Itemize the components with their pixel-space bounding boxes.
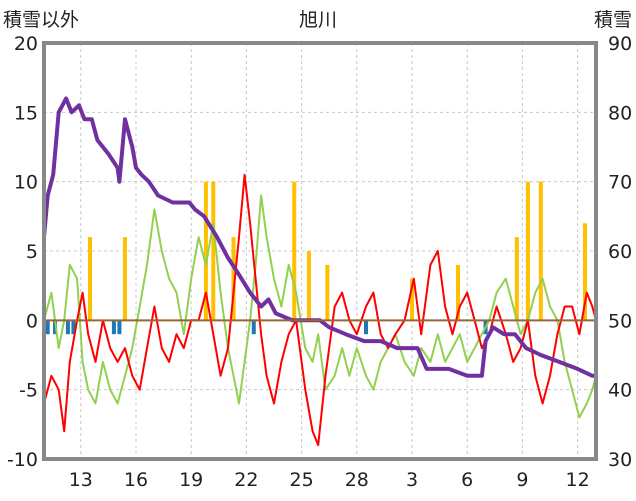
left-axis-title: 積雪以外: [3, 9, 79, 31]
snowfall-bar: [122, 237, 127, 321]
precip_neg-bar: [45, 320, 50, 335]
x-tick-label: 9: [516, 469, 528, 491]
snowfall-bar: [88, 237, 92, 321]
chart-title: 旭川: [299, 9, 337, 31]
y-right-tick-label: 90: [608, 33, 632, 55]
snowfall-bar: [325, 264, 330, 321]
x-tick-label: 12: [566, 469, 590, 491]
y-right-tick-label: 60: [608, 241, 632, 263]
precip_neg-bar: [111, 320, 116, 335]
chart-bars: [45, 181, 587, 335]
snowfall-bar: [410, 278, 414, 321]
precip_neg-bar: [251, 320, 256, 335]
y-left-tick-label: 20: [14, 33, 38, 55]
snowfall-bar: [306, 251, 311, 321]
chart-lines: [42, 96, 597, 447]
y-left-tick-label: -5: [19, 380, 38, 402]
y-right-tick-label: 80: [608, 102, 632, 124]
y-left-tick-label: -10: [7, 449, 38, 471]
snowfall-bar: [292, 181, 297, 321]
precip_neg-bar: [71, 320, 76, 335]
snowfall-bar: [456, 264, 460, 321]
x-tick-label: 6: [461, 469, 473, 491]
x-tick-label: 19: [179, 469, 203, 491]
x-tick-label: 3: [406, 469, 418, 491]
x-tick-label: 16: [124, 469, 148, 491]
x-tick-label: 25: [290, 469, 314, 491]
snow_depth-line: [42, 96, 596, 378]
y-left-tick-label: 0: [26, 310, 38, 332]
precip_neg-bar: [364, 320, 368, 335]
snowfall-bar: [582, 223, 587, 321]
x-tick-label: 13: [69, 469, 93, 491]
y-left-tick-label: 10: [14, 172, 38, 194]
plot-frame: [42, 41, 598, 461]
snowfall-bar: [514, 237, 519, 321]
x-tick-label: 22: [234, 469, 258, 491]
snowfall-bar: [525, 181, 530, 321]
y-right-tick-label: 70: [608, 172, 632, 194]
temp_min-line: [43, 194, 597, 419]
y-left-tick-label: 15: [14, 102, 38, 124]
temp_max-line: [43, 173, 597, 447]
y-right-tick-label: 30: [608, 449, 632, 471]
y-right-tick-label: 40: [608, 380, 632, 402]
snowfall-bar: [538, 181, 543, 321]
precip_neg-bar: [65, 320, 70, 335]
snowfall-bar: [211, 181, 216, 321]
snowfall-bar: [203, 181, 208, 321]
right-axis-title: 積雪: [594, 9, 632, 31]
y-left-tick-label: 5: [26, 241, 38, 263]
y-right-tick-label: 50: [608, 310, 632, 332]
snowfall-bar: [231, 237, 236, 321]
precip_neg-bar: [117, 320, 122, 335]
x-tick-label: 28: [345, 469, 369, 491]
